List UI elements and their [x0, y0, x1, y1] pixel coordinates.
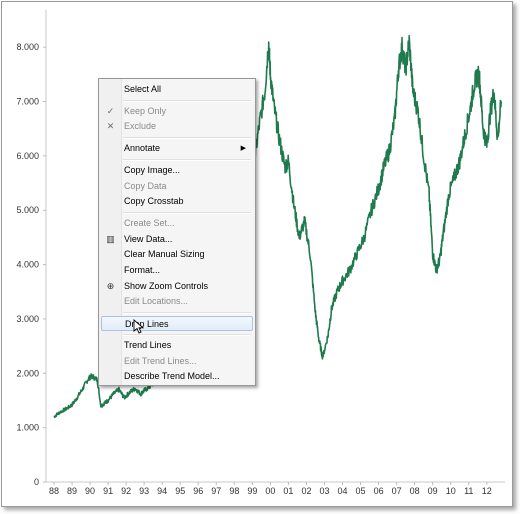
- x-tick-label: 99: [247, 486, 257, 496]
- menu-item-label: Describe Trend Model...: [124, 371, 220, 382]
- mouse-cursor-icon: [133, 319, 145, 334]
- menu-item-label: Copy Data: [124, 180, 167, 191]
- table-icon: ▥: [106, 233, 115, 244]
- menu-item-label: Create Set...: [124, 217, 175, 228]
- menu-item-label: Drop Lines: [125, 319, 169, 330]
- y-tick-label: 3.000: [16, 314, 39, 324]
- menu-item-copy-data[interactable]: Copy Data: [101, 179, 253, 194]
- y-tick-label: 8.000: [16, 42, 39, 52]
- x-tick-label: 95: [175, 486, 185, 496]
- menu-item-copy-crosstab[interactable]: Copy Crosstab: [101, 194, 253, 209]
- x-tick-label: 98: [229, 486, 239, 496]
- menu-item-annotate[interactable]: Annotate ▶: [101, 141, 253, 156]
- y-tick-label: 6.000: [16, 151, 39, 161]
- menu-item-keep-only[interactable]: ✓ Keep Only: [101, 104, 253, 119]
- menu-item-label: Clear Manual Sizing: [124, 249, 205, 260]
- menu-item-label: Show Zoom Controls: [124, 280, 209, 291]
- x-tick-label: 01: [283, 486, 293, 496]
- menu-item-clear-manual-sizing[interactable]: Clear Manual Sizing: [101, 247, 253, 262]
- chart-frame: [1, 1, 513, 507]
- menu-item-exclude[interactable]: ✕ Exclude: [101, 119, 253, 134]
- menu-item-edit-locations[interactable]: Edit Locations...: [101, 294, 253, 309]
- y-tick-label: 0: [34, 477, 39, 487]
- menu-item-label: Edit Locations...: [124, 296, 189, 307]
- y-tick-label: 5.000: [16, 205, 39, 215]
- y-tick-label: 7.000: [16, 97, 39, 107]
- menu-item-create-set[interactable]: Create Set...: [101, 216, 253, 231]
- x-tick-label: 00: [265, 486, 275, 496]
- menu-item-label: Keep Only: [124, 105, 167, 116]
- menu-item-label: Format...: [124, 265, 161, 275]
- menu-separator: [123, 158, 251, 161]
- x-icon: ✕: [106, 121, 115, 132]
- x-tick-label: 92: [121, 486, 131, 496]
- x-tick-label: 93: [139, 486, 149, 496]
- menu-item-copy-image[interactable]: Copy Image...: [101, 163, 253, 178]
- menu-item-label: Annotate: [124, 143, 161, 154]
- x-tick-label: 89: [67, 486, 77, 496]
- x-tick-label: 09: [428, 486, 438, 496]
- y-tick-label: 2.000: [16, 368, 39, 378]
- x-tick-label: 94: [157, 486, 167, 496]
- menu-item-label: Edit Trend Lines...: [124, 355, 197, 366]
- menu-separator: [123, 99, 251, 102]
- menu-item-label: Copy Image...: [124, 164, 181, 175]
- menu-item-show-zoom-controls[interactable]: ⊕ Show Zoom Controls: [101, 279, 253, 294]
- context-menu: Select All ✓ Keep Only ✕ Exclude Annotate ▶ Cop…: [98, 78, 256, 386]
- x-tick-label: 97: [211, 486, 221, 496]
- x-tick-label: 11: [464, 486, 473, 496]
- menu-item-label: View Data...: [124, 233, 173, 244]
- menu-item-drop-lines[interactable]: Drop Lines: [101, 316, 253, 332]
- x-tick-label: 08: [410, 486, 420, 496]
- menu-item-format[interactable]: Format...: [101, 263, 253, 278]
- submenu-arrow-icon: ▶: [240, 145, 246, 153]
- menu-separator: [123, 137, 251, 140]
- check-icon: ✓: [106, 105, 115, 116]
- menu-item-label: Copy Crosstab: [124, 196, 184, 207]
- x-tick-label: 04: [338, 486, 348, 496]
- zoom-icon: ⊕: [106, 280, 115, 291]
- series-line[interactable]: [53, 34, 502, 419]
- y-tick-label: 1.000: [16, 423, 39, 433]
- x-tick-label: 90: [85, 486, 95, 496]
- x-tick-label: 03: [319, 486, 329, 496]
- menu-item-label: Trend Lines: [124, 339, 172, 350]
- menu-item-edit-trend-lines[interactable]: Edit Trend Lines...: [101, 354, 253, 369]
- menu-separator: [123, 333, 251, 336]
- menu-item-label: Exclude: [124, 121, 157, 132]
- x-tick-label: 02: [301, 486, 311, 496]
- y-tick-label: 4.000: [16, 260, 39, 270]
- menu-icon-gutter: [99, 79, 122, 385]
- menu-item-select-all[interactable]: Select All: [101, 82, 253, 97]
- menu-separator: [123, 211, 251, 214]
- menu-item-label: Select All: [124, 84, 162, 94]
- x-tick-label: 91: [103, 486, 113, 496]
- x-tick-label: 10: [446, 486, 456, 496]
- x-tick-label: 06: [374, 486, 384, 496]
- x-tick-label: 96: [193, 486, 203, 496]
- x-tick-label: 88: [49, 486, 59, 496]
- x-tick-label: 12: [482, 486, 492, 496]
- menu-item-trend-lines[interactable]: Trend Lines: [101, 338, 253, 353]
- menu-item-describe-trend-model[interactable]: Describe Trend Model...: [101, 369, 253, 384]
- x-tick-label: 05: [356, 486, 366, 496]
- x-tick-label: 07: [392, 486, 402, 496]
- menu-separator: [123, 312, 251, 315]
- menu-item-view-data[interactable]: ▥ View Data...: [101, 232, 253, 247]
